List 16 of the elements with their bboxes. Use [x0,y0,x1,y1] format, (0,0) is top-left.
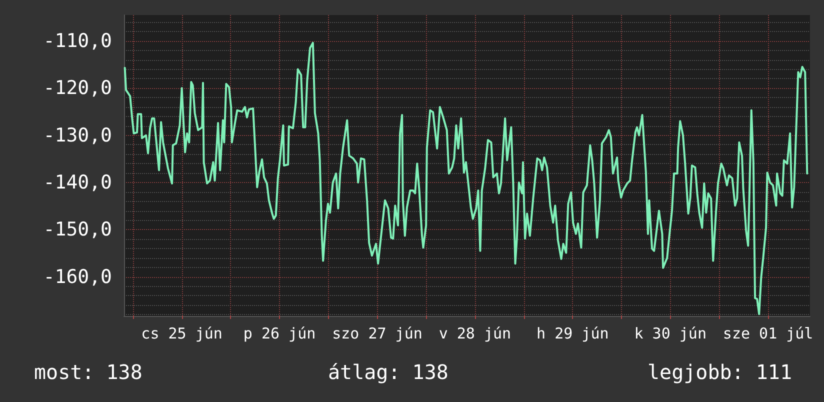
x-tick-label: sze 01 júl [722,324,814,342]
y-tick-label: -130,0 [43,124,112,146]
text: átlag: 138 [328,360,448,384]
x-tick-label: cs 25 jún [141,324,222,342]
y-tick-label: -120,0 [43,77,112,100]
text: most: 138 [34,360,142,384]
y-tick-label: -110,0 [43,30,112,52]
y-tick-label: -140,0 [43,171,112,194]
x-tick-label: k 30 jún [634,324,706,342]
x-tick-label: h 29 jún [536,324,609,342]
x-tick-label: v 28 jún [438,324,512,342]
y-tick-label: -160,0 [43,266,112,288]
y-tick-label: -150,0 [43,218,112,241]
text: legjobb: 111 [648,360,792,384]
x-tick-label: p 26 jún [243,324,316,342]
x-tick-label: szo 27 jún [332,324,422,342]
